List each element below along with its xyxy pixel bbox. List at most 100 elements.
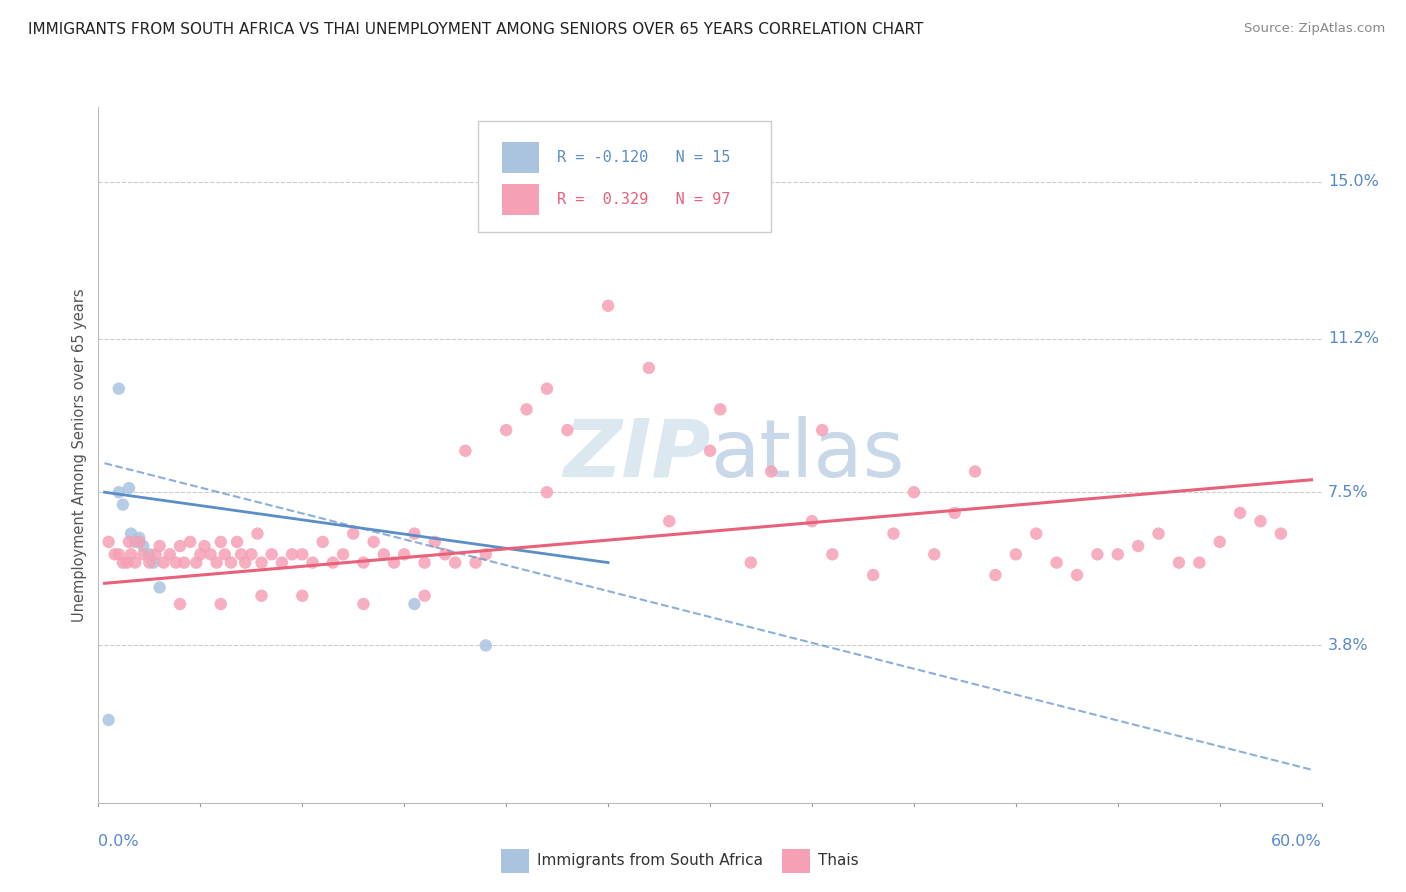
Text: R =  0.329   N = 97: R = 0.329 N = 97 [557,192,731,207]
Point [124,556,146,570]
Point [165,556,187,570]
Point [322,556,344,570]
Point [965,465,987,479]
Point [219,556,242,570]
Point [214,547,236,561]
Point [598,299,620,313]
Point [301,556,323,570]
Point [149,539,172,553]
Point [984,568,1007,582]
Point [1209,535,1232,549]
Point [516,402,538,417]
Point [226,535,249,549]
Point [740,556,762,570]
Point [1085,547,1108,561]
FancyBboxPatch shape [478,121,772,232]
Point [883,526,905,541]
Point [474,547,498,561]
Point [159,547,181,561]
Point [173,556,195,570]
Point [188,547,212,561]
Text: atlas: atlas [710,416,904,494]
Point [1004,547,1026,561]
Point [392,547,416,561]
Point [115,556,138,570]
Point [404,597,426,611]
Point [231,547,253,561]
Point [1045,556,1069,570]
Text: 15.0%: 15.0% [1327,174,1379,189]
Point [138,556,160,570]
Text: IMMIGRANTS FROM SOUTH AFRICA VS THAI UNEMPLOYMENT AMONG SENIORS OVER 65 YEARS CO: IMMIGRANTS FROM SOUTH AFRICA VS THAI UNE… [28,22,924,37]
Point [699,443,721,458]
Text: 3.8%: 3.8% [1327,638,1368,653]
Point [373,547,395,561]
Point [658,514,681,528]
Point [413,589,436,603]
Point [138,547,160,561]
Point [104,547,127,561]
Point [132,539,155,553]
Point [250,556,273,570]
Point [413,556,436,570]
Text: 7.5%: 7.5% [1327,484,1368,500]
Point [120,526,142,541]
Point [1270,526,1292,541]
Point [801,514,824,528]
Point [1025,526,1047,541]
Point [169,597,191,611]
Point [128,535,150,549]
Point [922,547,945,561]
Point [434,547,457,561]
Point [120,547,142,561]
Point [1107,547,1129,561]
Bar [502,184,538,215]
Point [404,526,426,541]
Point [1147,526,1170,541]
Point [474,639,498,653]
Point [97,535,120,549]
Point [108,547,131,561]
Point [128,531,150,545]
Point [555,423,579,437]
Point [179,535,201,549]
Point [246,526,269,541]
Point [709,402,731,417]
Point [342,526,364,541]
Point [97,713,120,727]
Point [260,547,283,561]
Text: R = -0.120   N = 15: R = -0.120 N = 15 [557,151,731,165]
Y-axis label: Unemployment Among Seniors over 65 years: Unemployment Among Seniors over 65 years [72,288,87,622]
Point [1188,556,1211,570]
Point [464,556,486,570]
Point [637,361,661,376]
Point [1229,506,1251,520]
Point [444,556,467,570]
Point [281,547,304,561]
Point [332,547,354,561]
Point [209,597,232,611]
Point [132,547,155,561]
Point [903,485,925,500]
Point [536,382,558,396]
Point [111,556,134,570]
Point [169,539,191,553]
Text: Thais: Thais [818,854,859,868]
Point [200,547,222,561]
Point [536,485,558,500]
Point [240,547,263,561]
Point [128,535,150,549]
Point [382,556,405,570]
Point [454,443,477,458]
Point [1128,539,1150,553]
Point [124,535,146,549]
Text: 11.2%: 11.2% [1327,332,1379,346]
Point [862,568,884,582]
Text: 60.0%: 60.0% [1271,834,1322,849]
Point [291,589,314,603]
Point [1167,556,1189,570]
Point [821,547,844,561]
Point [423,535,446,549]
Text: ZIP: ZIP [562,416,710,494]
Point [111,498,134,512]
